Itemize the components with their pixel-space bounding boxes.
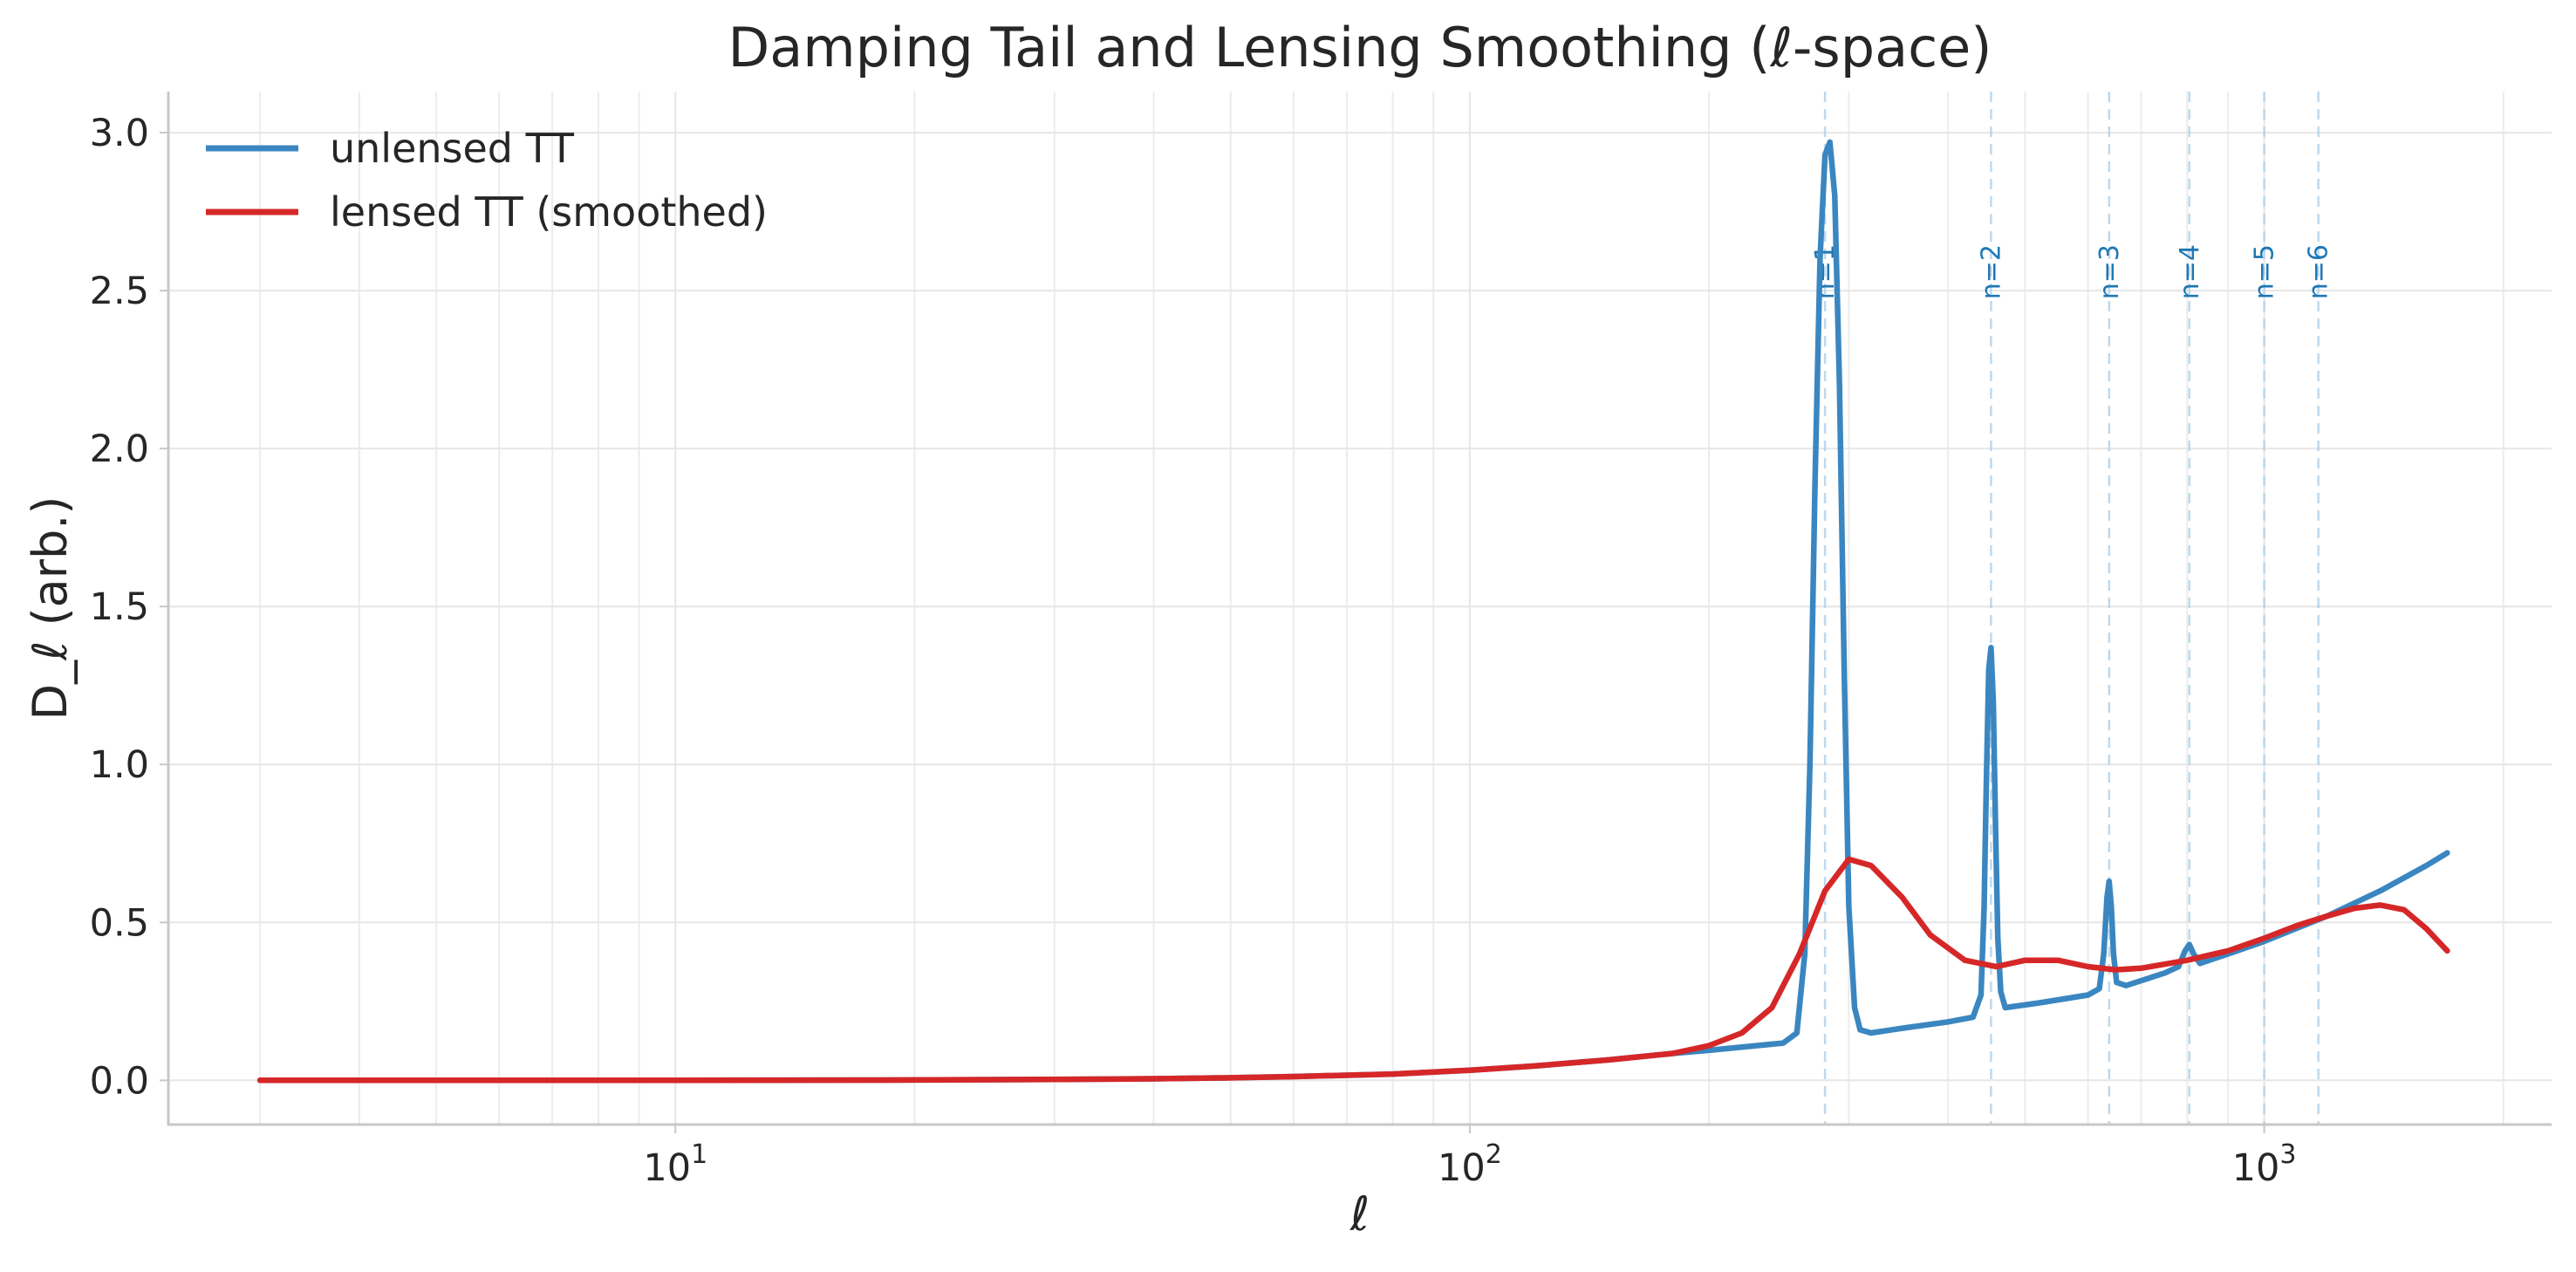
peak-marker-label: n=4 [2175, 244, 2205, 299]
peak-marker-label: n=6 [2304, 244, 2334, 299]
peak-marker-label: n=3 [2094, 244, 2125, 299]
x-tick-label: 103 [2232, 1139, 2297, 1190]
legend: unlensed TT lensed TT (smoothed) [206, 125, 768, 236]
legend-label-unlensed: unlensed TT [330, 125, 575, 172]
x-tick-label: 102 [1438, 1139, 1502, 1190]
y-tick-label: 3.0 [90, 112, 149, 155]
y-tick-label: 0.0 [90, 1059, 149, 1103]
y-tick-label: 1.0 [90, 743, 149, 787]
tick-layer: 0.0 0.5 1.0 1.5 2.0 2.5 3.0 101 102 103 [90, 112, 2297, 1190]
series-line-lensed [256, 856, 2450, 1084]
axes-layer [167, 92, 2552, 1126]
y-tick-label: 1.5 [90, 585, 149, 629]
y-tick-label: 2.5 [90, 270, 149, 313]
y-tick-label: 0.5 [90, 901, 149, 945]
series-layer [256, 139, 2450, 1084]
y-tick-label: 2.0 [90, 427, 149, 471]
y-axis-label: D_ℓ (arb.) [23, 496, 78, 721]
peak-marker-label: n=5 [2250, 244, 2280, 299]
peak-marker-layer: n=1 n=2 n=3 n=4 n=5 n=6 [1810, 92, 2334, 1125]
legend-label-lensed: lensed TT (smoothed) [330, 188, 768, 236]
axis-spines [167, 92, 2552, 1126]
peak-marker-label: n=2 [1976, 244, 2006, 299]
x-axis-label: ℓ [1349, 1187, 1370, 1241]
x-tick-label: 101 [643, 1139, 707, 1190]
chart-title: Damping Tail and Lensing Smoothing (ℓ-sp… [728, 16, 1992, 79]
